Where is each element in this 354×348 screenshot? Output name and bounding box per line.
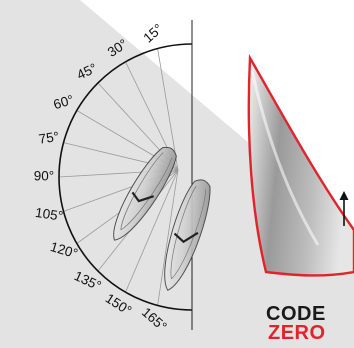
ray-15: [157, 48, 179, 171]
code-zero-sail: [247, 53, 354, 277]
polar-arc: [58, 43, 193, 311]
angle-label-60: 60°: [52, 92, 76, 112]
arrow-up-icon: [339, 191, 349, 226]
angle-label-15: 15°: [140, 21, 165, 46]
boat-lower: [164, 179, 211, 291]
ray-150: [125, 169, 179, 293]
sail-highlight: [250, 69, 320, 246]
brand-line-code: CODE: [266, 303, 326, 325]
angle-label-75: 75°: [38, 129, 60, 147]
ray-165: [157, 169, 179, 306]
angle-label-105: 105°: [34, 205, 64, 224]
boat-upper: [113, 146, 177, 241]
angle-label-90: 90°: [34, 169, 54, 184]
brand-line-zero: ZERO: [268, 322, 326, 344]
